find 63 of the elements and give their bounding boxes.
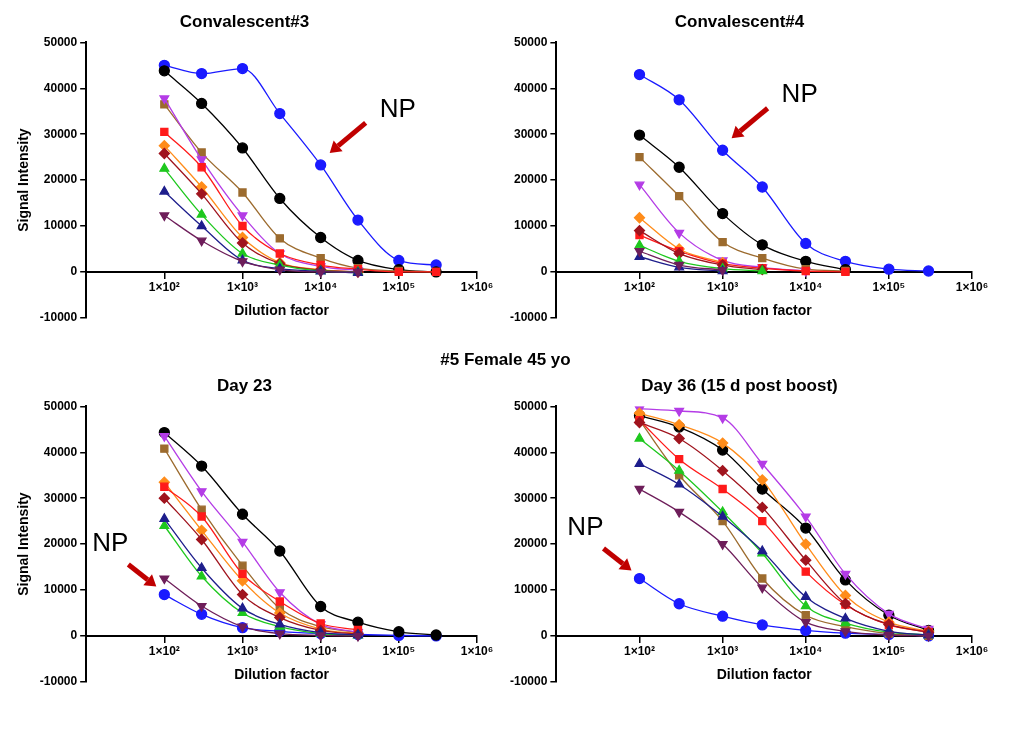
y-tick-label: 20000	[43, 172, 78, 187]
y-tick-label: 10000	[43, 218, 78, 233]
y-tick-label: -10000	[509, 310, 548, 325]
y-tick-label: 40000	[43, 80, 78, 95]
x-tick-label: 1×10⁴	[304, 644, 338, 659]
chart-subtitle: #5 Female 45 yo	[439, 350, 572, 371]
y-tick-label: -10000	[39, 310, 78, 325]
x-tick-label: 1×10⁴	[789, 644, 823, 659]
y-axis-title: Signal Intensity	[15, 492, 32, 596]
x-tick-label: 1×10⁵	[382, 644, 416, 659]
y-tick-label: 0	[540, 264, 548, 279]
y-tick-label: 0	[70, 628, 78, 643]
x-tick-label: 1×10⁵	[872, 280, 906, 295]
x-tick-label: 1×10³	[226, 280, 259, 295]
x-tick-label: 1×10³	[707, 644, 739, 659]
x-axis-title: Dilution factor	[234, 301, 330, 318]
y-tick-label: 40000	[513, 80, 548, 95]
y-tick-label: 50000	[513, 34, 548, 49]
chart-title: Convalescent#3	[179, 11, 310, 31]
x-tick-label: 1×10³	[707, 280, 739, 295]
x-axis-title: Dilution factor	[716, 301, 813, 318]
x-axis-title: Dilution factor	[234, 665, 330, 682]
annotation: NP	[567, 510, 604, 541]
y-tick-label: 50000	[43, 398, 78, 413]
x-tick-label: 1×10⁴	[304, 280, 338, 295]
y-tick-label: 10000	[513, 582, 548, 597]
chart-title: Day 36 (15 d post boost)	[641, 375, 838, 395]
y-tick-label: 40000	[43, 444, 78, 459]
x-tick-label: 1×10²	[148, 644, 180, 659]
x-tick-label: 1×10⁶	[460, 280, 494, 295]
x-tick-label: 1×10²	[623, 644, 656, 659]
y-tick-label: 50000	[513, 398, 548, 413]
annotation: NP	[379, 93, 416, 124]
y-tick-label: -10000	[39, 674, 78, 689]
x-tick-label: 1×10⁶	[955, 644, 989, 659]
y-tick-label: 20000	[513, 536, 548, 551]
y-axis-title: Signal Intensity	[15, 128, 32, 232]
x-tick-label: 1×10²	[148, 280, 180, 295]
x-tick-label: 1×10⁶	[460, 644, 494, 659]
y-tick-label: 40000	[513, 444, 548, 459]
x-tick-label: 1×10⁵	[872, 644, 906, 659]
chart-title: Convalescent#4	[674, 11, 805, 31]
annotation: NP	[781, 78, 818, 109]
annotation: NP	[92, 526, 129, 557]
y-tick-label: 0	[540, 628, 548, 643]
x-axis-title: Dilution factor	[716, 665, 813, 682]
x-tick-label: 1×10³	[226, 644, 259, 659]
y-tick-label: 50000	[43, 34, 78, 49]
y-tick-label: -10000	[509, 674, 548, 689]
y-tick-label: 10000	[513, 218, 548, 233]
y-tick-label: 20000	[43, 536, 78, 551]
y-tick-label: 30000	[513, 126, 548, 141]
y-tick-label: 0	[70, 264, 78, 279]
x-tick-label: 1×10⁴	[789, 280, 823, 295]
y-tick-label: 10000	[43, 582, 78, 597]
y-tick-label: 20000	[513, 172, 548, 187]
x-tick-label: 1×10⁵	[382, 280, 416, 295]
x-tick-label: 1×10²	[623, 280, 656, 295]
y-tick-label: 30000	[43, 126, 78, 141]
x-tick-label: 1×10⁶	[955, 280, 989, 295]
y-tick-label: 30000	[43, 490, 78, 505]
chart-title: Day 23	[217, 375, 272, 395]
y-tick-label: 30000	[513, 490, 548, 505]
